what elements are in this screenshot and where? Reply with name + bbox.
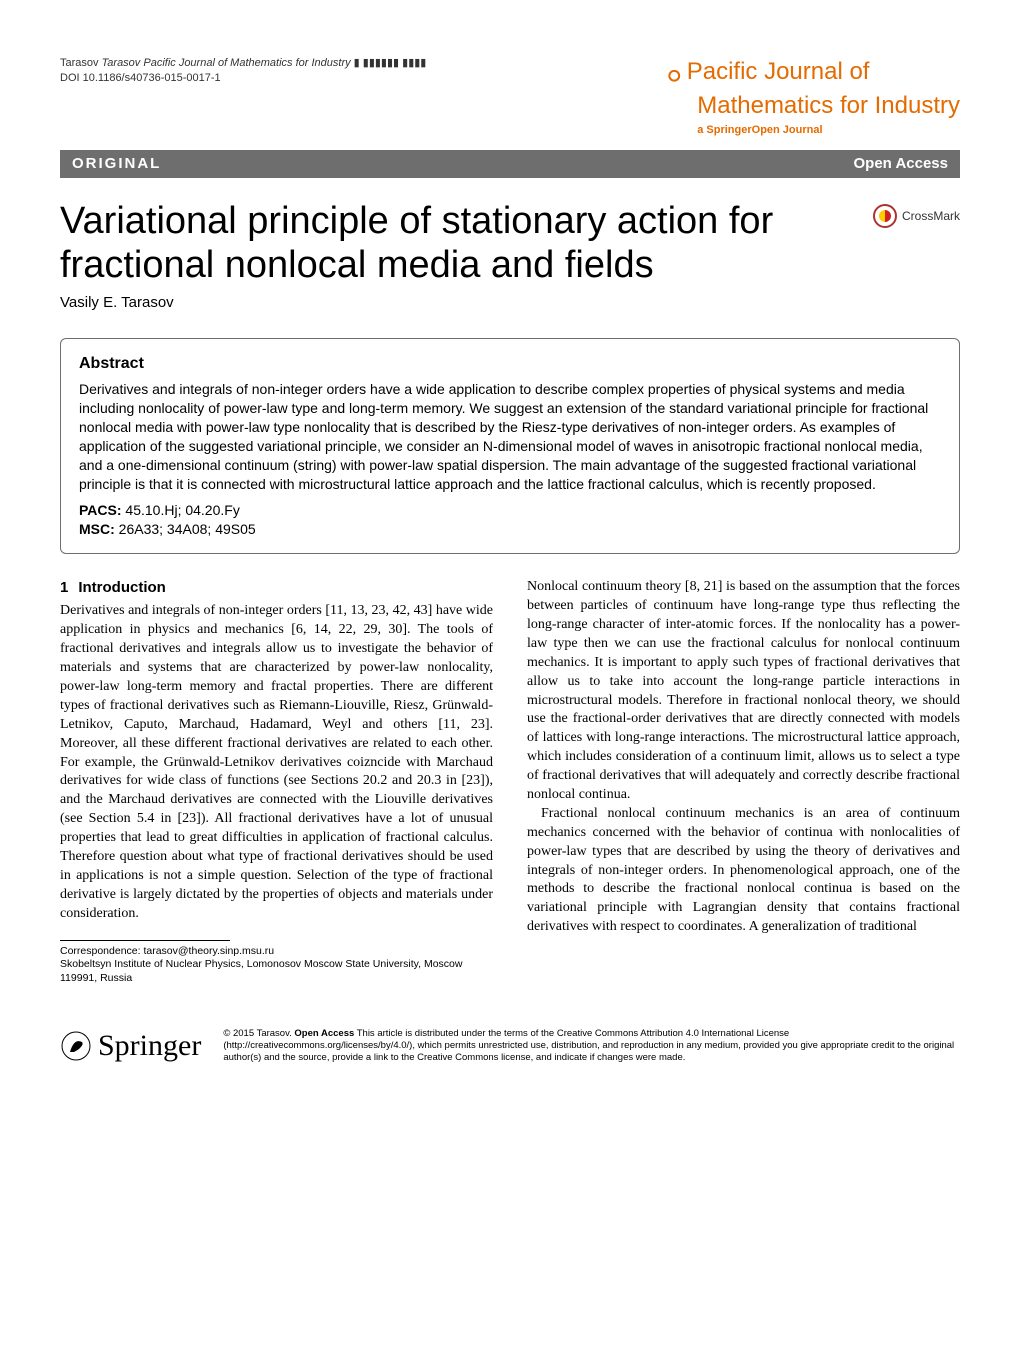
- running-doi: DOI 10.1186/s40736-015-0017-1: [60, 72, 221, 84]
- running-issue: ▮ ▮▮▮▮▮▮ ▮▮▮▮: [351, 57, 427, 69]
- open-access-label: Open Access: [854, 154, 949, 174]
- springer-logo: Springer: [60, 1026, 201, 1067]
- footer-row: Springer © 2015 Tarasov. Open Access Thi…: [60, 1026, 960, 1067]
- body-paragraph: Nonlocal continuum theory [8, 21] is bas…: [527, 578, 960, 805]
- crossmark-label: CrossMark: [902, 208, 960, 224]
- pacs-row: PACS: 45.10.Hj; 04.20.Fy: [79, 501, 941, 520]
- running-author: Tarasov: [60, 57, 102, 69]
- affiliation: Skobeltsyn Institute of Nuclear Physics,…: [60, 958, 462, 984]
- crossmark-badge[interactable]: CrossMark: [873, 204, 960, 228]
- footnote-rule: [60, 940, 230, 941]
- running-head-row: Tarasov Tarasov Pacific Journal of Mathe…: [60, 56, 960, 138]
- abstract-box: Abstract Derivatives and integrals of no…: [60, 338, 960, 555]
- springer-label: Springer: [98, 1026, 201, 1067]
- springer-horse-icon: [60, 1030, 92, 1062]
- journal-logo-icon: ဝ: [667, 58, 680, 90]
- msc-label: MSC:: [79, 521, 115, 537]
- journal-logo: ဝ Pacific Journal of Mathematics for Indu…: [667, 56, 960, 138]
- title-row: Variational principle of stationary acti…: [60, 200, 960, 287]
- footnote-block: Correspondence: tarasov@theory.sinp.msu.…: [60, 945, 493, 986]
- article-type: ORIGINAL: [72, 154, 161, 174]
- running-journal: Tarasov Pacific Journal of Mathematics f…: [102, 57, 351, 69]
- msc-row: MSC: 26A33; 34A08; 49S05: [79, 520, 941, 539]
- journal-logo-text1: Pacific Journal of: [687, 58, 870, 85]
- body-paragraph: Fractional nonlocal continuum mechanics …: [527, 805, 960, 937]
- body-paragraph: Derivatives and integrals of non-integer…: [60, 602, 493, 923]
- abstract-text: Derivatives and integrals of non-integer…: [79, 380, 941, 493]
- running-head: Tarasov Tarasov Pacific Journal of Mathe…: [60, 56, 426, 86]
- license-text: © 2015 Tarasov. Open Access This article…: [223, 1028, 960, 1064]
- section-number: 1: [60, 579, 68, 596]
- article-title: Variational principle of stationary acti…: [60, 200, 873, 287]
- running-author-journal: Tarasov Tarasov Pacific Journal of Mathe…: [60, 57, 426, 69]
- msc-value: 26A33; 34A08; 49S05: [115, 521, 256, 537]
- section-title: 1 Introduction: [60, 578, 493, 598]
- column-left: 1 Introduction Derivatives and integrals …: [60, 578, 493, 985]
- pacs-value: 45.10.Hj; 04.20.Fy: [122, 502, 240, 518]
- journal-logo-line1: ဝ Pacific Journal of: [667, 56, 960, 90]
- journal-logo-line2: Mathematics for Industry: [697, 90, 960, 122]
- article-type-bar: ORIGINAL Open Access: [60, 150, 960, 178]
- license-open-access: Open Access: [294, 1028, 354, 1039]
- body-columns: 1 Introduction Derivatives and integrals …: [60, 578, 960, 985]
- column-right: Nonlocal continuum theory [8, 21] is bas…: [527, 578, 960, 985]
- crossmark-icon: [873, 204, 897, 228]
- journal-logo-line3: a SpringerOpen Journal: [697, 123, 960, 138]
- authors: Vasily E. Tarasov: [60, 293, 960, 313]
- section-name: Introduction: [78, 579, 165, 596]
- abstract-heading: Abstract: [79, 353, 941, 375]
- pacs-label: PACS:: [79, 502, 122, 518]
- correspondence: Correspondence: tarasov@theory.sinp.msu.…: [60, 945, 274, 957]
